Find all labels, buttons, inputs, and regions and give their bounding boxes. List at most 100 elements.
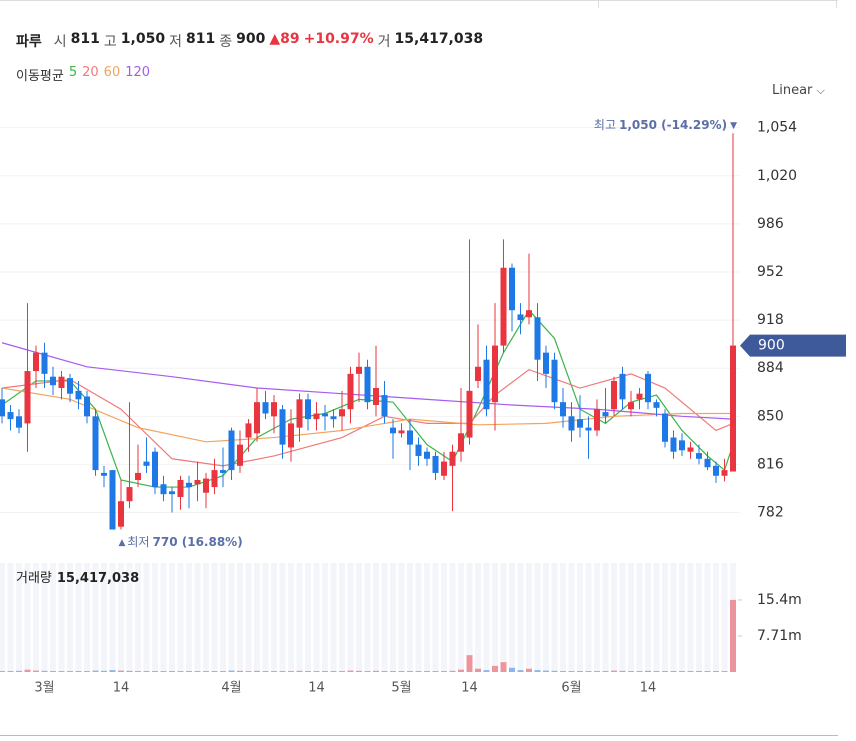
candle-body: [84, 396, 90, 417]
volume-bar: [407, 671, 413, 672]
volume-stripe: [466, 563, 473, 672]
change-value: 89: [280, 31, 300, 47]
volume-bar: [262, 671, 269, 672]
legend-title: 이동평균: [16, 69, 64, 84]
volume-stripe: [628, 563, 634, 672]
volume-stripe: [517, 563, 524, 672]
volume-stripe: [696, 563, 702, 672]
volume-bar: [398, 671, 405, 672]
volume-bar: [16, 670, 22, 672]
volume-bar: [245, 671, 252, 672]
volume-bar: [390, 671, 396, 672]
volume-bar: [0, 671, 5, 672]
volume-bar: [84, 671, 90, 672]
scale-label[interactable]: Linear: [772, 83, 813, 98]
volume-bar: [534, 670, 541, 672]
volume-stripe: [143, 563, 150, 672]
volume-stripe: [228, 563, 235, 672]
volume-stripe: [101, 563, 107, 672]
volume-bar: [24, 669, 31, 672]
candle-body: [653, 402, 660, 408]
volume-stripe: [551, 563, 558, 672]
volume-bar: [687, 671, 694, 672]
open: 811: [70, 31, 100, 47]
volume-bar: [517, 670, 524, 672]
volume-stripe: [475, 563, 481, 672]
volume-stripe: [135, 563, 141, 672]
low-label: 저: [169, 34, 182, 50]
volume-tick-label: 15.4m: [757, 592, 802, 608]
y-tick-label: 918: [757, 312, 784, 328]
volume-stripe: [245, 563, 252, 672]
annotation-label: 최고: [594, 118, 616, 132]
candle-body: [492, 345, 498, 403]
close: 900: [236, 31, 266, 47]
x-tick-label: 5월: [391, 681, 411, 696]
volume-bar: [696, 671, 702, 672]
volume-bar: [424, 671, 430, 672]
candle-body: [75, 390, 82, 400]
candle-body: [730, 345, 736, 472]
candle-body: [534, 317, 541, 360]
volume-stripe: [211, 563, 218, 672]
volume-bar: [7, 671, 14, 672]
volume-stripe: [364, 563, 371, 672]
candle-body: [296, 399, 303, 428]
volume-bar: [645, 670, 651, 672]
volume-bar: [415, 671, 422, 672]
candle-body: [449, 451, 456, 466]
volume-bar: [611, 670, 617, 672]
candle-body: [169, 491, 175, 495]
x-tick-label: 14: [640, 681, 657, 696]
volume-stripe: [126, 563, 133, 672]
volume-bar: [118, 670, 124, 672]
volume-bar: [730, 599, 736, 672]
candle-body: [339, 409, 345, 417]
volume-bar: [509, 667, 515, 672]
candle-body: [619, 373, 626, 400]
volume-bar: [449, 670, 456, 672]
volume-stripe: [237, 563, 243, 672]
volume-stripe: [339, 563, 345, 672]
volume-stripe: [500, 563, 507, 672]
volume-stripe: [543, 563, 549, 672]
volume-bar: [50, 671, 56, 672]
volume-bar: [322, 671, 328, 672]
volume-stripe: [41, 563, 48, 672]
volume-stripe: [58, 563, 65, 672]
volume-bar: [577, 671, 583, 672]
candle-body: [577, 419, 583, 428]
volume-bar: [330, 671, 337, 672]
volume-label: 거래량: [16, 571, 52, 586]
x-tick-label: 6월: [561, 681, 581, 696]
header: 파루 시 811 고 1,050 저 811 종 900 ▲89 +10.97% 거 15…: [16, 31, 483, 51]
candle-body: [356, 366, 362, 374]
volume-stripe: [432, 563, 439, 672]
candle-body: [602, 412, 609, 417]
volume-stripe: [577, 563, 583, 672]
candle-body: [475, 366, 481, 381]
candle-body: [347, 373, 354, 410]
candle-body: [109, 470, 116, 530]
volume-stripe: [415, 563, 422, 672]
volume-stripe: [220, 563, 226, 672]
candle-body: [33, 352, 39, 372]
high-label: 고: [103, 34, 117, 50]
volume-bar: [619, 670, 626, 672]
volume-stripe: [0, 563, 5, 672]
high: 1,050: [120, 31, 166, 47]
volume-stripe: [458, 563, 464, 672]
candle-body: [543, 352, 549, 374]
volume-bar: [704, 671, 711, 672]
volume-stripe: [509, 563, 515, 672]
candle-body: [126, 487, 133, 502]
volume-stripe: [653, 563, 660, 672]
volume-bar: [67, 671, 73, 672]
candle-body: [483, 359, 490, 410]
x-tick-label: 14: [461, 681, 478, 696]
scale-dropdown[interactable]: Linear ⌵: [772, 83, 825, 98]
candle-body: [407, 430, 413, 445]
volume-bar: [313, 671, 320, 672]
candle-body: [186, 482, 192, 488]
candle-body: [313, 413, 320, 420]
